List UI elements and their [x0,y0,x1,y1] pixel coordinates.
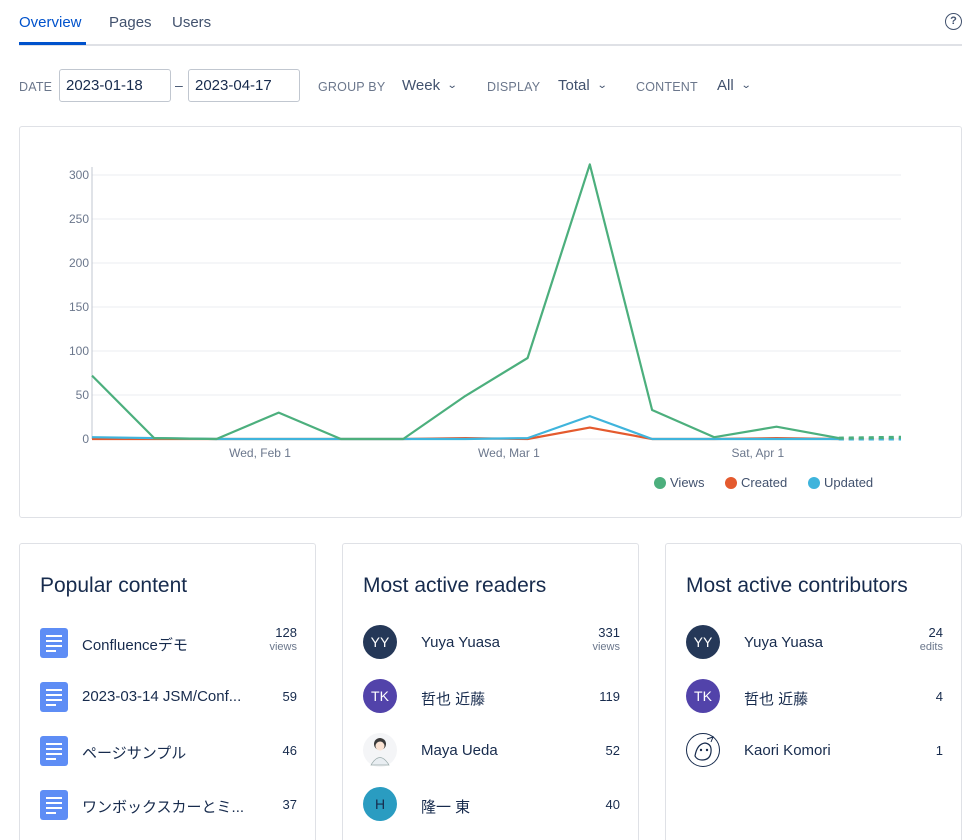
question-circle-icon[interactable]: ? [945,13,962,30]
edit-count: 1 [935,743,943,758]
chart-card: 0 50 100 150 200 250 300 Wed, Feb 1 Wed, Mar 1 Sa… [19,126,962,518]
edit-count: 4 [935,689,943,704]
view-count: 59 [282,689,297,704]
date-to-input[interactable]: 2023-04-17 [188,69,300,102]
content-dropdown[interactable]: All ⌄ [717,77,752,94]
y-tick-label: 150 [69,300,89,314]
document-icon [40,790,68,820]
tab-bar: Overview Pages Users ? [19,0,962,46]
user-name: Maya Ueda [421,742,498,759]
display-label: DISPLAY [487,80,541,94]
x-tick-label: Wed, Mar 1 [478,446,540,460]
user-name: 哲也 近藤 [744,691,809,708]
tab-overview[interactable]: Overview [19,14,82,31]
view-count: 331 views [592,625,620,654]
document-icon [40,628,68,658]
date-separator: – [175,77,183,93]
avatar: TK [363,679,397,713]
chevron-down-icon: ⌄ [596,80,608,91]
series-line-views [91,163,839,441]
view-count: 119 [599,689,620,704]
date-label: DATE [19,80,53,94]
display-value: Total [558,77,590,94]
display-dropdown[interactable]: Total ⌄ [558,77,608,94]
user-name: Yuya Yuasa [744,634,823,651]
card-title: Most active readers [363,574,547,597]
legend-marker [654,477,666,489]
list-item[interactable]: 2023-03-14 JSM/Conf... 59 [40,678,297,718]
legend-label: Views [670,475,705,490]
list-item[interactable]: ワンボックスカーとミ... 37 [40,786,297,826]
line-chart: 0 50 100 150 200 250 300 Wed, Feb 1 Wed, Mar 1 Sa… [69,163,902,490]
active-readers-card: Most active readers YY Yuya Yuasa 331 vie… [342,543,639,840]
group-by-value: Week [402,77,441,94]
popular-content-card: Popular content Confluenceデモ 128 views 20… [19,543,316,840]
x-tick-label: Wed, Feb 1 [229,446,291,460]
document-icon [40,736,68,766]
list-item[interactable]: ページサンプル 46 [40,732,297,772]
y-tick-label: 300 [69,168,89,182]
legend-marker [725,477,737,489]
user-name: Kaori Komori [744,742,831,759]
list-item[interactable]: YY Yuya Yuasa 331 views [363,624,620,664]
legend-label: Created [741,475,787,490]
series-line-created [92,426,839,441]
y-tick-label: 100 [69,344,89,358]
active-contributors-card: Most active contributors YY Yuya Yuasa 2… [665,543,962,840]
legend-marker [808,477,820,489]
avatar: YY [363,625,397,659]
card-title: Popular content [40,574,188,597]
list-item[interactable]: TK 哲也 近藤 4 [686,678,943,718]
group-by-dropdown[interactable]: Week ⌄ [402,77,458,94]
avatar: TK [686,679,720,713]
avatar: YY [686,625,720,659]
legend-label: Updated [824,475,873,490]
y-tick-label: 200 [69,256,89,270]
list-item[interactable]: TK 哲也 近藤 119 [363,678,620,718]
user-name: 哲也 近藤 [421,691,486,708]
x-tick-label: Sat, Apr 1 [732,446,785,460]
y-tick-label: 50 [76,388,90,402]
content-label: CONTENT [636,80,698,94]
view-count: 46 [282,743,297,758]
content-title: Confluenceデモ [82,637,188,654]
content-title: 2023-03-14 JSM/Conf... [82,688,242,705]
avatar: H [363,787,397,821]
view-count: 128 views [269,625,297,654]
list-item[interactable]: YY Yuya Yuasa 24 edits [686,624,943,664]
content-title: ページサンプル [82,745,187,762]
tab-pages[interactable]: Pages [109,14,152,31]
document-icon [40,682,68,712]
view-count: 52 [605,743,620,758]
list-item[interactable]: H 隆一 東 40 [363,786,620,826]
user-name: 隆一 東 [421,799,471,816]
group-by-label: GROUP BY [318,80,386,94]
y-tick-label: 250 [69,212,89,226]
content-value: All [717,77,734,94]
content-title: ワンボックスカーとミ... [82,799,245,816]
view-count: 40 [605,797,620,812]
avatar-photo [363,733,397,767]
view-count: 37 [282,797,297,812]
date-from-input[interactable]: 2023-01-18 [59,69,171,102]
list-item[interactable]: Kaori Komori 1 [686,732,943,772]
chevron-down-icon: ⌄ [740,80,752,91]
y-tick-label: 0 [82,432,89,446]
avatar-photo [686,733,720,767]
list-item[interactable]: Confluenceデモ 128 views [40,624,297,664]
card-title: Most active contributors [686,574,908,597]
series-dashed-views [838,435,902,440]
user-name: Yuya Yuasa [421,634,500,651]
filter-bar: DATE 2023-01-18 – 2023-04-17 GROUP BY We… [19,69,962,102]
tab-users[interactable]: Users [172,14,212,31]
edit-count: 24 edits [919,625,943,654]
list-item[interactable]: Maya Ueda 52 [363,732,620,772]
chevron-down-icon: ⌄ [446,80,458,91]
active-tab-indicator [19,42,86,45]
